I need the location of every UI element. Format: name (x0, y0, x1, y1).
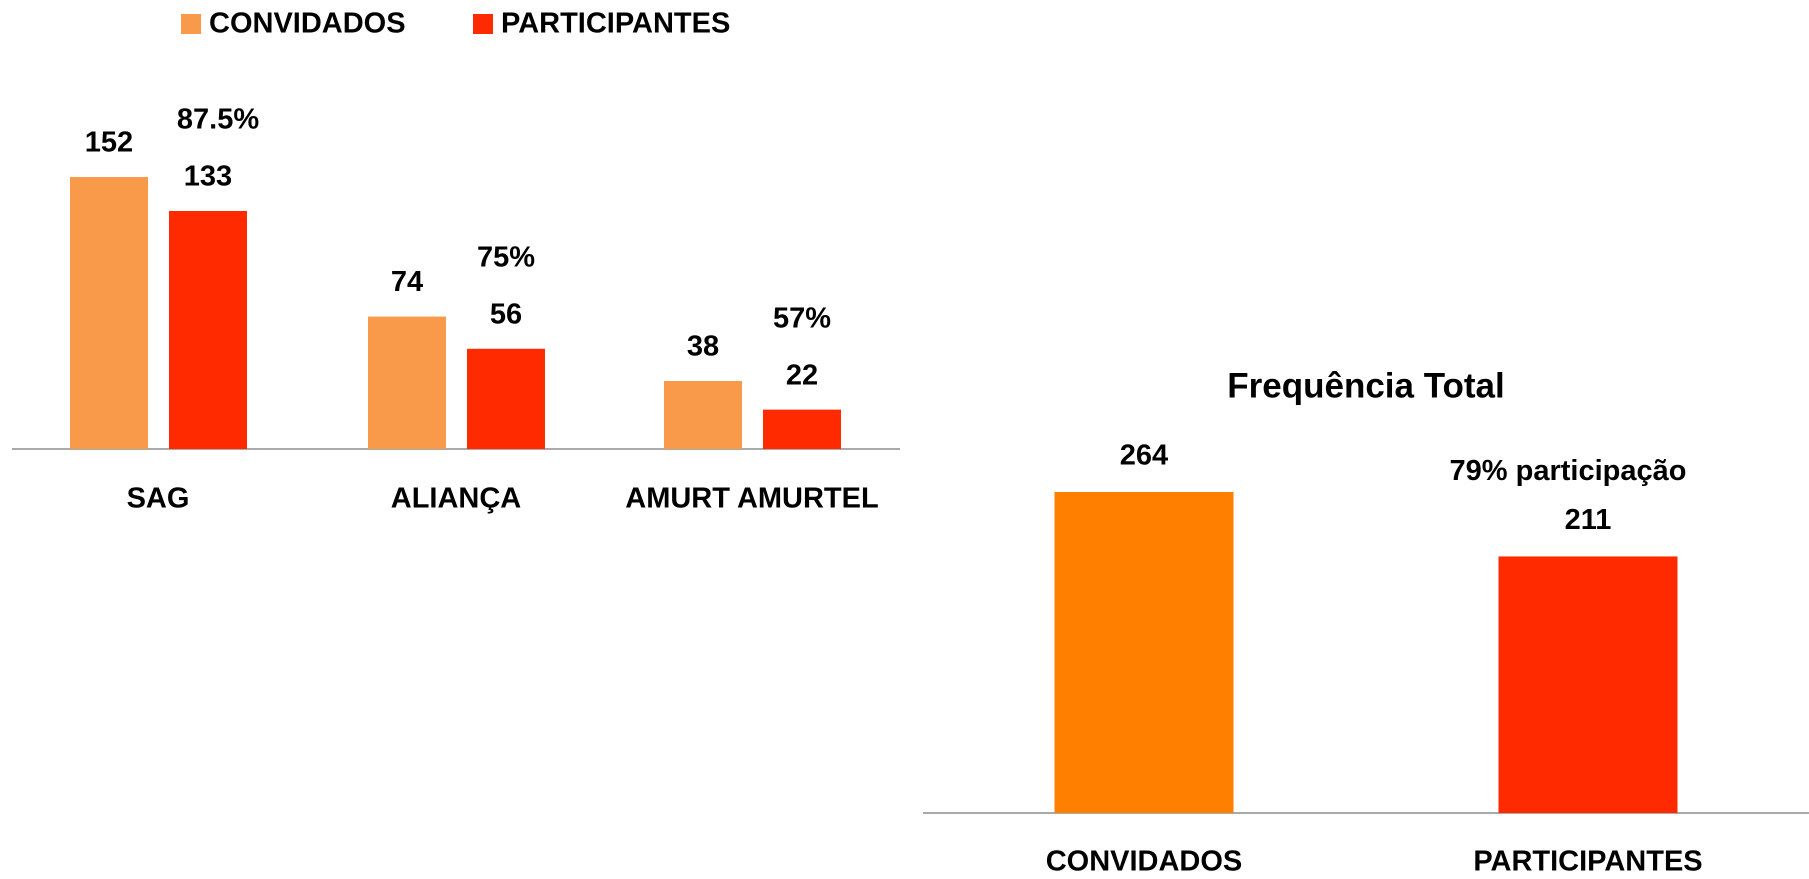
annotation: 79% participação (1450, 455, 1687, 487)
annotation: 87.5% (177, 104, 259, 136)
legend-swatch (181, 14, 201, 34)
value-label: 211 (1565, 504, 1612, 536)
annotation: 57% (773, 302, 831, 334)
legend-swatch (473, 14, 493, 34)
bar (467, 348, 545, 449)
bar (1498, 556, 1678, 813)
x-tick-label: PARTICIPANTES (1473, 846, 1702, 878)
bar (368, 316, 446, 449)
value-label: 38 (687, 331, 719, 363)
bar (664, 381, 742, 449)
value-label: 152 (85, 127, 133, 159)
x-tick-label: CONVIDADOS (1046, 846, 1243, 878)
value-label: 133 (184, 161, 232, 193)
legend-label: PARTICIPANTES (501, 8, 730, 40)
value-label: 56 (490, 298, 522, 330)
bar (169, 211, 247, 449)
x-tick-label: ALIANÇA (391, 483, 522, 515)
bar (763, 409, 841, 449)
value-label: 22 (786, 359, 818, 391)
annotation: 75% (477, 241, 535, 273)
x-tick-label: AMURT AMURTEL (625, 483, 878, 515)
bar (70, 177, 148, 449)
legend-label: CONVIDADOS (209, 8, 406, 40)
chart-title: Frequência Total (1227, 366, 1504, 405)
x-tick-label: SAG (127, 483, 190, 515)
value-label: 264 (1120, 440, 1168, 472)
bar (1054, 492, 1234, 813)
value-label: 74 (391, 266, 423, 298)
